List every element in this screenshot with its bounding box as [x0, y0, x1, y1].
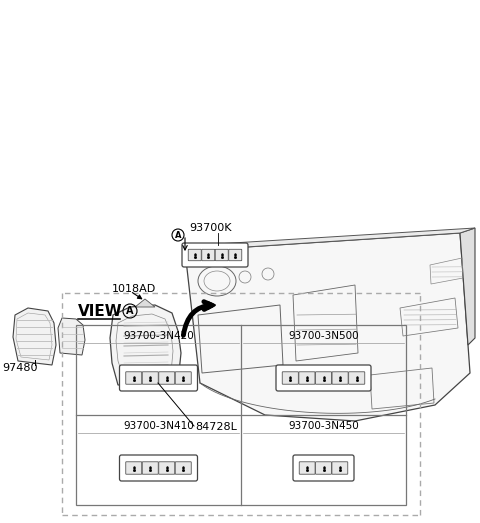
FancyBboxPatch shape	[120, 455, 197, 481]
Polygon shape	[185, 233, 470, 421]
Text: 93700-3N450: 93700-3N450	[288, 421, 359, 431]
Text: 93700K: 93700K	[189, 223, 231, 233]
Text: 93700-3N500: 93700-3N500	[288, 331, 359, 341]
FancyBboxPatch shape	[332, 462, 348, 474]
Polygon shape	[185, 228, 475, 251]
Text: 1018AD: 1018AD	[112, 284, 156, 294]
FancyBboxPatch shape	[276, 365, 371, 391]
FancyBboxPatch shape	[299, 372, 315, 384]
FancyBboxPatch shape	[120, 365, 197, 391]
FancyBboxPatch shape	[215, 249, 228, 260]
FancyBboxPatch shape	[126, 462, 142, 474]
FancyBboxPatch shape	[175, 372, 191, 384]
FancyBboxPatch shape	[159, 372, 175, 384]
Text: A: A	[175, 231, 181, 240]
FancyArrowPatch shape	[183, 302, 215, 335]
FancyBboxPatch shape	[159, 462, 175, 474]
FancyBboxPatch shape	[188, 249, 201, 260]
Polygon shape	[135, 299, 155, 307]
FancyBboxPatch shape	[182, 243, 248, 267]
FancyBboxPatch shape	[332, 372, 348, 384]
Text: 93700-3N410: 93700-3N410	[123, 421, 194, 431]
FancyBboxPatch shape	[202, 249, 215, 260]
Text: 93700-3N420: 93700-3N420	[123, 331, 194, 341]
FancyBboxPatch shape	[315, 462, 331, 474]
Text: 97480: 97480	[2, 363, 37, 373]
FancyBboxPatch shape	[282, 372, 299, 384]
FancyBboxPatch shape	[299, 462, 315, 474]
Polygon shape	[13, 308, 56, 365]
FancyBboxPatch shape	[229, 249, 242, 260]
Text: A: A	[126, 306, 134, 316]
FancyArrowPatch shape	[183, 302, 212, 335]
Polygon shape	[460, 228, 475, 345]
FancyBboxPatch shape	[142, 372, 158, 384]
FancyBboxPatch shape	[348, 372, 365, 384]
FancyBboxPatch shape	[126, 372, 142, 384]
FancyBboxPatch shape	[315, 372, 332, 384]
Polygon shape	[110, 305, 181, 385]
Text: 84728L: 84728L	[195, 422, 237, 432]
FancyBboxPatch shape	[293, 455, 354, 481]
Text: VIEW: VIEW	[78, 303, 122, 319]
FancyBboxPatch shape	[175, 462, 191, 474]
FancyBboxPatch shape	[142, 462, 158, 474]
Polygon shape	[58, 318, 85, 355]
